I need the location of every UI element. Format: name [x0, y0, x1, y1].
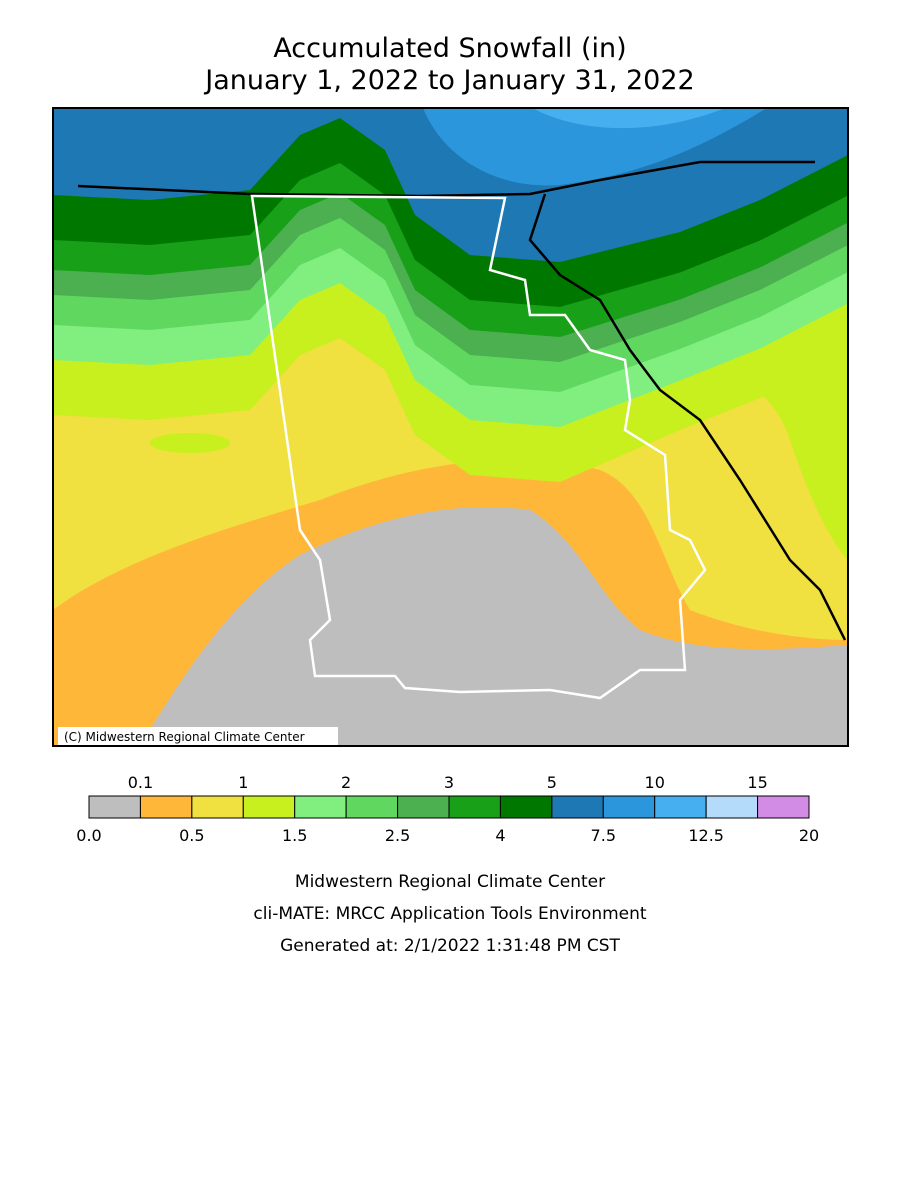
legend-swatch [499, 795, 553, 819]
legend-swatch [654, 795, 707, 819]
legend-swatch [448, 795, 501, 819]
snow-region [532, 108, 724, 129]
legend-label: 0.0 [76, 826, 101, 845]
legend-label: 15 [747, 773, 767, 792]
legend-label: 1 [238, 773, 248, 792]
footer-line: Generated at: 2/1/2022 1:31:48 PM CST [280, 936, 620, 956]
legend-label: 1.5 [282, 826, 307, 845]
copyright-box [58, 727, 338, 745]
legend-swatch [551, 795, 604, 819]
legend-swatch [294, 795, 347, 819]
legend-swatch [602, 795, 656, 819]
legend-label: 0.1 [128, 773, 153, 792]
legend-swatch [757, 795, 810, 819]
legend-label: 12.5 [688, 826, 724, 845]
snow-region [423, 108, 767, 186]
legend-label: 2.5 [385, 826, 410, 845]
legend-label: 20 [799, 826, 819, 845]
footer-line: cli-MATE: MRCC Application Tools Environ… [253, 904, 646, 924]
legend-swatch [397, 795, 450, 819]
map [53, 108, 848, 746]
legend-swatch [191, 795, 244, 819]
legend-swatch [139, 795, 193, 819]
legend-label: 10 [645, 773, 665, 792]
legend-label: 7.5 [591, 826, 616, 845]
legend: 0.0 0.1 0.5 1 1.5 2 2.5 3 4 5 7.5 10 12.5 15 20 [76, 773, 819, 845]
legend-swatch [345, 795, 399, 819]
legend-label: 0.5 [179, 826, 204, 845]
legend-swatch [88, 795, 141, 819]
border-line [528, 193, 847, 641]
snow-region [140, 507, 848, 746]
footer-line: Midwestern Regional Climate Center [295, 872, 605, 892]
border-line [77, 160, 815, 198]
legend-label: 5 [547, 773, 557, 792]
legend-label: 4 [495, 826, 505, 845]
copyright: (C) Midwestern Regional Climate Center [64, 730, 305, 744]
legend-swatch [242, 795, 296, 819]
map-overlay [77, 160, 847, 700]
title-line: Accumulated Snowfall (in) [273, 33, 626, 64]
legend-label: 2 [341, 773, 351, 792]
state-outline [250, 194, 707, 700]
legend-label: 3 [444, 773, 454, 792]
title-line: January 1, 2022 to January 31, 2022 [203, 65, 694, 96]
legend-swatch [705, 795, 759, 819]
map-frame [52, 107, 849, 747]
snow-region [150, 433, 230, 453]
